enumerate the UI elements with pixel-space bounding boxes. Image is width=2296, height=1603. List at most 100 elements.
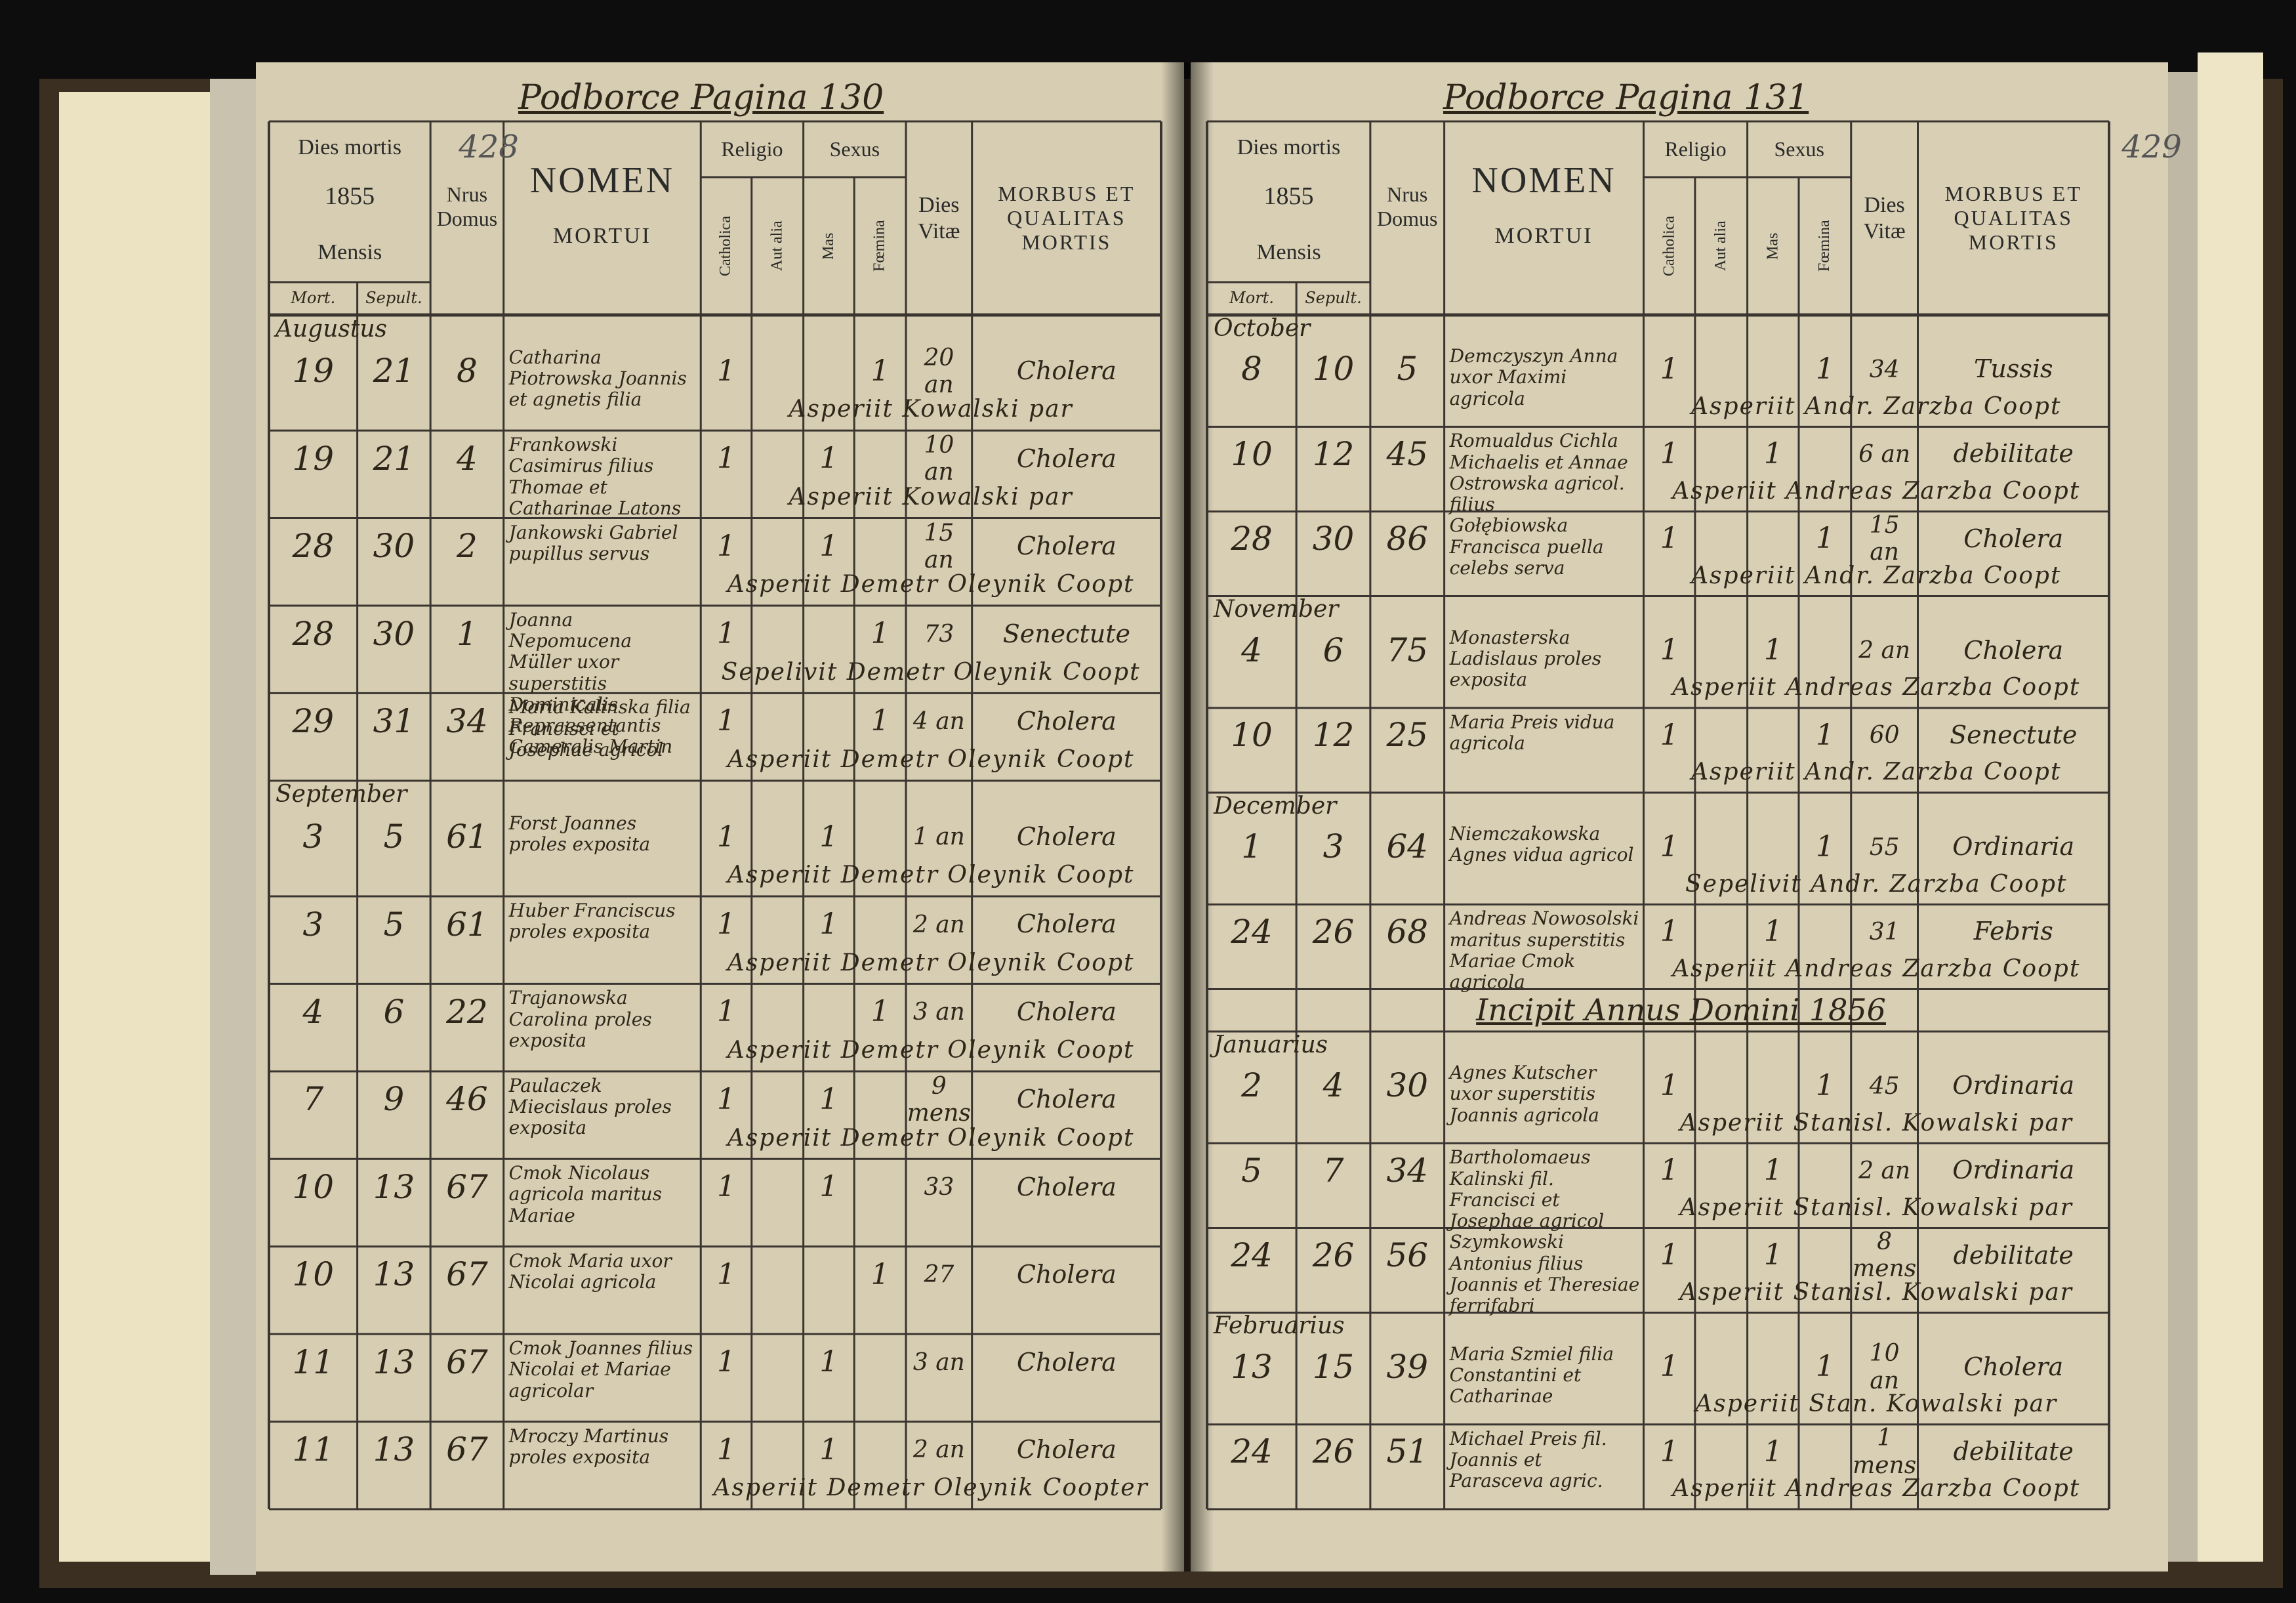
male-mark: 1 bbox=[1763, 1154, 1782, 1188]
house-number: 56 bbox=[1386, 1236, 1429, 1274]
header-text: Religio bbox=[1664, 137, 1727, 161]
age: 2 an bbox=[912, 911, 965, 938]
name-entry: Maria Preis vidua agricola bbox=[1449, 711, 1615, 755]
catholic-mark: 1 bbox=[1660, 352, 1679, 386]
header-text: NOMEN bbox=[529, 159, 675, 201]
cause-of-death: Cholera bbox=[1016, 1260, 1117, 1289]
age: 4 an bbox=[912, 708, 965, 736]
header-text: Sepult. bbox=[1305, 289, 1362, 308]
house-number: 34 bbox=[1386, 1151, 1429, 1190]
burial-note: Asperiit Andreas Zarzba Coopt bbox=[1672, 1475, 2081, 1503]
name-entry: Agnes Kutscher uxor superstitis Joannis … bbox=[1449, 1062, 1599, 1126]
house-number: 68 bbox=[1386, 912, 1429, 951]
female-mark: 1 bbox=[1815, 1068, 1834, 1102]
name-entry: Huber Franciscus proles exposita bbox=[508, 899, 676, 943]
header-text: NOMEN bbox=[1471, 159, 1616, 201]
header-text: Sexus bbox=[829, 137, 880, 161]
age: 2 an bbox=[1858, 637, 1911, 665]
burial-day: 12 bbox=[1312, 434, 1355, 473]
burial-note: Asperiit Stanisl. Kowalski par bbox=[1679, 1278, 2073, 1306]
house-number: 61 bbox=[446, 905, 488, 944]
cause-of-death: debilitate bbox=[1953, 1437, 2074, 1467]
burial-day: 9 bbox=[383, 1080, 405, 1119]
house-number: 75 bbox=[1386, 631, 1429, 670]
burial-day: 31 bbox=[373, 702, 415, 741]
month-label: Februarius bbox=[1214, 1312, 1345, 1340]
name-entry: Cmok Joannes filius Nicolai et Mariae ag… bbox=[508, 1337, 693, 1402]
female-mark: 1 bbox=[1815, 718, 1834, 752]
header-text: Aut alia bbox=[1712, 220, 1729, 272]
cause-of-death: Ordinaria bbox=[1952, 1155, 2075, 1185]
death-day: 29 bbox=[292, 702, 335, 741]
cause-of-death: Febris bbox=[1973, 917, 2053, 946]
male-mark: 1 bbox=[1763, 1238, 1782, 1272]
burial-note: Asperiit Andr. Zarzba Coopt bbox=[1691, 392, 2062, 420]
burial-note: Asperiit Andr. Zarzba Coopt bbox=[1691, 759, 2062, 786]
age: 31 bbox=[1869, 918, 1900, 946]
death-day: 24 bbox=[1231, 912, 1273, 951]
age: 3 an bbox=[912, 1348, 965, 1376]
header-text: Aut alia bbox=[768, 220, 786, 272]
age: 3 an bbox=[912, 999, 965, 1026]
burial-note: Asperiit Stanisl. Kowalski par bbox=[1679, 1109, 2073, 1136]
name-entry: Bartholomaeus Kalinski fil. Francisci et… bbox=[1449, 1146, 1605, 1232]
death-day: 1 bbox=[1241, 827, 1262, 866]
ruling bbox=[268, 120, 2110, 1510]
burial-day: 10 bbox=[1312, 350, 1355, 388]
burial-note: Asperiit Stanisl. Kowalski par bbox=[1679, 1194, 2073, 1221]
burial-day: 21 bbox=[373, 352, 415, 390]
name-entry: Monasterska Ladislaus proles exposita bbox=[1449, 626, 1602, 691]
catholic-mark: 1 bbox=[716, 529, 735, 563]
age: 33 bbox=[924, 1173, 954, 1201]
catholic-mark: 1 bbox=[716, 1170, 735, 1204]
death-day: 5 bbox=[1241, 1151, 1262, 1190]
month-label: September bbox=[276, 781, 407, 808]
age: 10 an bbox=[1869, 1340, 1900, 1394]
catholic-mark: 1 bbox=[1660, 437, 1679, 471]
burial-day: 13 bbox=[373, 1255, 415, 1294]
death-day: 28 bbox=[292, 614, 335, 653]
catholic-mark: 1 bbox=[716, 995, 735, 1029]
burial-day: 26 bbox=[1312, 1432, 1355, 1471]
catholic-mark: 1 bbox=[1660, 915, 1679, 949]
female-mark: 1 bbox=[871, 354, 890, 388]
burial-day: 4 bbox=[1322, 1066, 1344, 1105]
death-day: 19 bbox=[292, 439, 335, 478]
burial-day: 5 bbox=[383, 818, 405, 856]
cause-of-death: Cholera bbox=[1016, 531, 1117, 561]
house-number: 67 bbox=[446, 1167, 488, 1206]
age: 60 bbox=[1869, 722, 1900, 749]
name-entry: Niemczakowska Agnes vidua agricol bbox=[1449, 823, 1634, 866]
house-number: 34 bbox=[446, 702, 488, 741]
catholic-mark: 1 bbox=[716, 354, 735, 388]
header-text: MORTUI bbox=[1494, 224, 1593, 249]
catholic-mark: 1 bbox=[716, 1082, 735, 1116]
death-day: 24 bbox=[1231, 1236, 1273, 1274]
house-number: 30 bbox=[1386, 1066, 1429, 1105]
burial-day: 15 bbox=[1312, 1348, 1355, 1386]
catholic-mark: 1 bbox=[716, 1432, 735, 1467]
burial-note: Asperiit Demetr Oleynik Coopt bbox=[727, 1124, 1135, 1152]
age: 9 mens bbox=[907, 1072, 971, 1127]
header-text: Catholica bbox=[1660, 216, 1677, 276]
month-label: November bbox=[1214, 596, 1339, 623]
catholic-mark: 1 bbox=[716, 907, 735, 942]
catholic-mark: 1 bbox=[716, 820, 735, 854]
male-mark: 1 bbox=[819, 1082, 838, 1116]
page-heading: Podborce Pagina 131 bbox=[1443, 78, 1809, 118]
catholic-mark: 1 bbox=[716, 617, 735, 651]
male-mark: 1 bbox=[1763, 915, 1782, 949]
male-mark: 1 bbox=[819, 1432, 838, 1467]
burial-note: Asperiit Kowalski par bbox=[789, 483, 1073, 510]
burial-day: 30 bbox=[373, 527, 415, 566]
header-text: Dies Vitæ bbox=[1863, 193, 1906, 243]
burial-note: Asperiit Demetr Oleynik Coopt bbox=[727, 1037, 1135, 1064]
male-mark: 1 bbox=[1763, 437, 1782, 471]
catholic-mark: 1 bbox=[716, 442, 735, 476]
age: 8 mens bbox=[1853, 1228, 1917, 1283]
death-day: 19 bbox=[292, 352, 335, 390]
cause-of-death: Senectute bbox=[1950, 720, 2078, 750]
cause-of-death: Cholera bbox=[1963, 635, 2064, 665]
